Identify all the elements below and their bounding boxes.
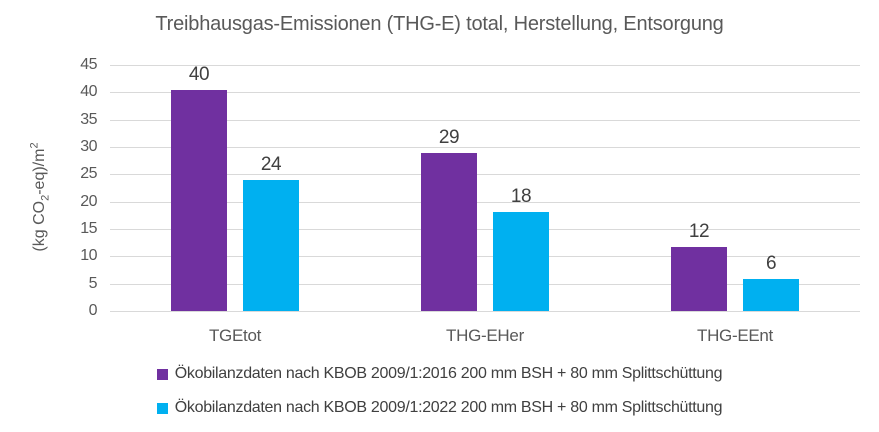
bar — [743, 279, 799, 311]
data-label: 24 — [260, 154, 282, 175]
bar — [493, 212, 549, 311]
category-label: THG-EHer — [446, 326, 524, 345]
gridline — [110, 174, 860, 175]
legend-marker — [156, 368, 168, 380]
data-label: 12 — [688, 221, 710, 242]
bar — [243, 180, 299, 311]
y-axis-label-sub: 2 — [39, 194, 52, 201]
gridline — [110, 256, 860, 257]
bar — [421, 153, 477, 311]
gridline — [110, 202, 860, 203]
data-label: 18 — [510, 186, 532, 207]
gridline — [110, 284, 860, 285]
gridline — [110, 65, 860, 66]
y-axis-label-mid: -eq)/m — [31, 148, 49, 195]
gridline — [110, 92, 860, 93]
chart-title: Treibhausgas-Emissionen (THG-E) total, H… — [155, 13, 724, 35]
data-label: 29 — [438, 127, 460, 148]
y-axis-label-sup: 2 — [28, 142, 41, 149]
y-tick-label: 10 — [80, 247, 97, 264]
y-tick-label: 0 — [88, 302, 98, 319]
gridline — [110, 147, 860, 148]
plot-area: 40 24 29 18 12 6 — [110, 65, 860, 312]
gridline — [110, 120, 860, 121]
data-label: 6 — [765, 253, 777, 274]
legend-marker — [156, 402, 168, 414]
legend-label: Ökobilanzdaten nach KBOB 2009/1:2022 200… — [174, 399, 723, 416]
bar — [671, 247, 727, 311]
legend-item: Ökobilanzdaten nach KBOB 2009/1:2022 200… — [0, 399, 879, 417]
y-tick-label: 15 — [80, 220, 97, 237]
y-tick-label: 20 — [80, 193, 97, 210]
y-tick-label: 35 — [80, 111, 97, 128]
bar — [171, 90, 227, 311]
gridline — [110, 311, 860, 312]
gridline — [110, 229, 860, 230]
category-label: TGEtot — [208, 326, 262, 345]
category-label: THG-EEnt — [696, 326, 773, 345]
y-axis-label-pre: (kg CO — [31, 200, 49, 252]
data-label: 40 — [188, 64, 210, 85]
legend-item: Ökobilanzdaten nach KBOB 2009/1:2016 200… — [0, 365, 879, 383]
y-tick-label: 30 — [80, 138, 97, 155]
y-axis-label: (kg CO2-eq)/m2 — [29, 142, 52, 251]
y-tick-label: 25 — [80, 165, 97, 182]
y-tick-label: 5 — [88, 275, 98, 292]
y-tick-label: 45 — [80, 56, 97, 73]
y-tick-label: 40 — [80, 83, 97, 100]
legend-label: Ökobilanzdaten nach KBOB 2009/1:2016 200… — [174, 365, 723, 382]
